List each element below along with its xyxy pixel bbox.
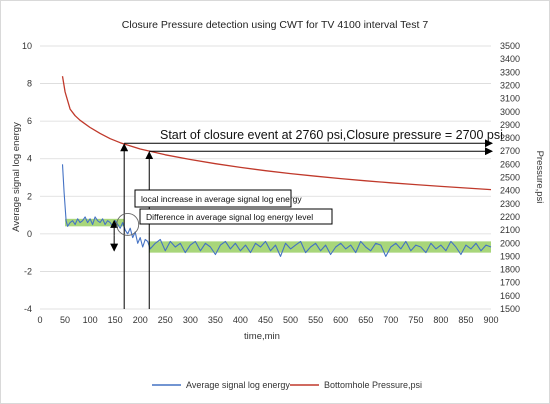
series-line-log-energy bbox=[61, 164, 492, 257]
y-right-tick-label: 2100 bbox=[500, 225, 520, 235]
y-right-tick-label: 2200 bbox=[500, 212, 520, 222]
x-tick-label: 400 bbox=[233, 315, 248, 325]
axes: 0 50 100 150 200 250 300 350 400 450 500 550 600 650 7… bbox=[22, 41, 520, 325]
highlight-band bbox=[149, 241, 491, 253]
y-left-tick-label: -2 bbox=[24, 266, 32, 276]
annotations bbox=[110, 139, 493, 309]
y-left-tick-label: 10 bbox=[22, 41, 32, 51]
chart-title: Closure Pressure detection using CWT for… bbox=[122, 19, 429, 31]
x-tick-label: 750 bbox=[408, 315, 423, 325]
x-axis-title: time,min bbox=[244, 331, 280, 342]
x-tick-label: 900 bbox=[483, 315, 498, 325]
x-tick-label: 850 bbox=[458, 315, 473, 325]
y-right-tick-label: 2300 bbox=[500, 199, 520, 209]
x-tick-label: 0 bbox=[37, 315, 42, 325]
x-tick-label: 800 bbox=[433, 315, 448, 325]
legend: Average signal log energy Bottomhole Pre… bbox=[152, 380, 422, 390]
legend-label-log-energy: Average signal log energy bbox=[186, 380, 290, 390]
series-line-pressure bbox=[61, 76, 492, 191]
y-left-tick-label: 8 bbox=[27, 79, 32, 89]
y-right-tick-label: 1900 bbox=[500, 251, 520, 261]
y-right-tick-label: 3500 bbox=[500, 41, 520, 51]
difference-box bbox=[139, 208, 333, 225]
x-tick-label: 150 bbox=[108, 315, 123, 325]
x-tick-label: 350 bbox=[208, 315, 223, 325]
y-right-tick-label: 3400 bbox=[500, 54, 520, 64]
x-tick-label: 650 bbox=[358, 315, 373, 325]
highlight-bands bbox=[65, 218, 491, 253]
closure-event-annotation: Start of closure event at 2760 psi,Closu… bbox=[160, 128, 503, 142]
x-tick-label: 700 bbox=[383, 315, 398, 325]
local-increase-circle bbox=[116, 213, 140, 236]
y-right-tick-label: 2500 bbox=[500, 173, 520, 183]
local-increase-box bbox=[134, 189, 292, 208]
y-left-tick-label: -4 bbox=[24, 304, 32, 314]
x-tick-label: 550 bbox=[308, 315, 323, 325]
x-tick-label: 600 bbox=[333, 315, 348, 325]
y-right-tick-label: 2800 bbox=[500, 133, 520, 143]
x-tick-label: 300 bbox=[183, 315, 198, 325]
y-right-tick-label: 3000 bbox=[500, 107, 520, 117]
y-right-tick-label: 1700 bbox=[500, 278, 520, 288]
y-right-tick-label: 2000 bbox=[500, 238, 520, 248]
difference-label: Difference in average signal log energy … bbox=[146, 212, 313, 222]
x-tick-label: 450 bbox=[258, 315, 273, 325]
local-increase-label: local increase in average signal log ene… bbox=[141, 194, 302, 204]
y-right-tick-label: 3200 bbox=[500, 80, 520, 90]
x-tick-label: 100 bbox=[83, 315, 98, 325]
y-left-tick-label: 0 bbox=[27, 229, 32, 239]
y-right-tick-label: 1800 bbox=[500, 265, 520, 275]
y-right-tick-label: 2400 bbox=[500, 186, 520, 196]
y-right-tick-label: 2900 bbox=[500, 120, 520, 130]
y-right-tick-label: 2700 bbox=[500, 146, 520, 156]
highlight-band bbox=[65, 218, 125, 227]
gridlines bbox=[40, 45, 491, 310]
x-tick-label: 200 bbox=[133, 315, 148, 325]
y-right-axis-title: Pressure,psi bbox=[534, 151, 545, 204]
x-tick-label: 500 bbox=[283, 315, 298, 325]
y-left-tick-label: 6 bbox=[27, 116, 32, 126]
y-left-tick-label: 2 bbox=[27, 191, 32, 201]
x-tick-label: 250 bbox=[158, 315, 173, 325]
y-right-tick-label: 3300 bbox=[500, 67, 520, 77]
legend-label-pressure: Bottomhole Pressure,psi bbox=[324, 380, 422, 390]
x-tick-label: 50 bbox=[60, 315, 70, 325]
y-right-tick-label: 3100 bbox=[500, 94, 520, 104]
y-right-tick-label: 2600 bbox=[500, 159, 520, 169]
y-left-tick-label: 4 bbox=[27, 154, 32, 164]
y-right-tick-label: 1500 bbox=[500, 304, 520, 314]
y-right-tick-label: 1600 bbox=[500, 291, 520, 301]
y-left-axis-title: Average signal log energy bbox=[11, 122, 22, 232]
series-lines bbox=[61, 76, 492, 257]
